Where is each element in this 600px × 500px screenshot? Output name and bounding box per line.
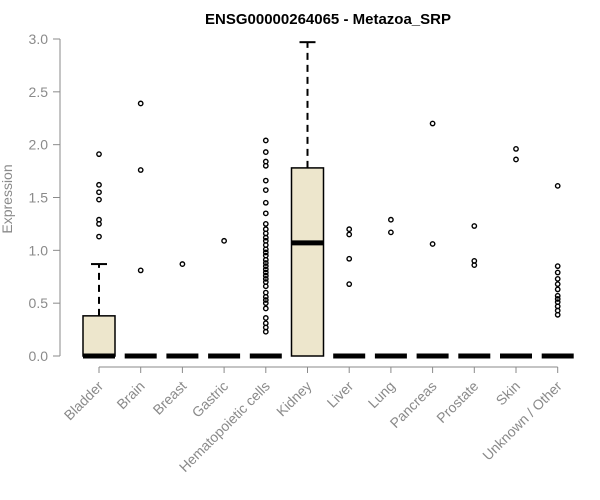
y-axis: 0.0 0.5 1.0 1.5 2.0 2.5 3.0 <box>29 31 61 364</box>
outlier-point <box>554 286 561 293</box>
box-breast <box>166 261 199 359</box>
outlier-point <box>262 210 269 217</box>
y-tick-label: 1.0 <box>29 242 49 258</box>
outlier-point <box>429 241 436 247</box>
box-liver <box>333 226 366 359</box>
outlier-point <box>262 320 269 327</box>
outlier-point <box>262 187 269 194</box>
outlier-point <box>346 231 353 238</box>
outlier-point <box>262 226 269 233</box>
chart-title: ENSG00000264065 - Metazoa_SRP <box>205 11 451 28</box>
x-tick-label: Prostate <box>433 378 481 426</box>
outlier-point <box>346 281 353 288</box>
outlier-point <box>179 261 186 267</box>
outlier-point <box>262 300 269 307</box>
x-tick-label: Kidney <box>273 378 315 420</box>
outlier-point <box>554 263 561 270</box>
outlier-point <box>262 315 269 321</box>
outlier-point <box>96 151 102 158</box>
outlier-point <box>262 137 269 144</box>
box-bladder <box>82 151 116 359</box>
outlier-point <box>262 177 269 184</box>
outlier-point <box>96 233 102 240</box>
outlier-point <box>262 275 269 282</box>
outlier-point <box>262 199 269 206</box>
outlier-point <box>262 221 269 227</box>
outlier-point <box>554 182 561 189</box>
y-tick-label: 2.0 <box>29 137 49 153</box>
outlier-point <box>137 167 144 173</box>
outlier-point <box>262 279 269 285</box>
outlier-point <box>262 272 269 279</box>
y-tick-label: 1.5 <box>29 190 49 206</box>
outlier-point <box>96 181 102 188</box>
outlier-point <box>513 145 519 152</box>
box-prostate <box>458 223 491 359</box>
x-tick-label: Skin <box>493 378 524 409</box>
box-brain <box>124 100 157 359</box>
x-tick-label: Liver <box>324 378 357 411</box>
box-skin <box>500 145 532 359</box>
box-gastric <box>208 237 241 359</box>
outlier-point <box>262 266 269 273</box>
outlier-point <box>262 252 269 259</box>
outlier-point <box>346 226 353 233</box>
outlier-point <box>262 249 269 256</box>
outlier-point <box>554 292 561 299</box>
outlier-point <box>96 189 102 196</box>
outlier-point <box>262 297 269 303</box>
x-tick-label: Bladder <box>61 378 107 424</box>
outlier-point <box>554 299 561 306</box>
outlier-point <box>554 275 561 282</box>
outlier-point <box>387 229 394 236</box>
outlier-point <box>262 149 269 155</box>
outlier-point <box>262 260 269 266</box>
outlier-point <box>137 267 144 274</box>
x-tick-label: Lung <box>365 378 398 411</box>
x-tick-label: Brain <box>113 378 147 412</box>
box-lung <box>374 216 407 359</box>
outlier-point <box>221 237 228 244</box>
outlier-point <box>346 255 353 262</box>
outlier-point <box>262 289 269 296</box>
y-tick-label: 0.5 <box>29 295 49 311</box>
outlier-point <box>471 257 478 264</box>
x-tick-label: Breast <box>150 378 190 418</box>
outlier-point <box>96 196 102 203</box>
outlier-point <box>429 120 436 127</box>
outlier-point <box>554 269 561 276</box>
outlier-point <box>387 216 394 223</box>
x-tick-label: Unknown / Other <box>479 378 565 464</box>
outlier-point <box>262 237 269 244</box>
box-kidney <box>290 41 325 357</box>
y-tick-label: 3.0 <box>29 31 49 47</box>
outlier-point <box>262 305 269 312</box>
box-unknown-other <box>541 182 574 359</box>
y-tick-label: 2.5 <box>29 84 49 100</box>
outlier-point <box>137 100 144 107</box>
box-pancreas <box>416 120 449 359</box>
y-axis-label: Expression <box>0 164 15 233</box>
box-iqr <box>290 167 325 357</box>
outlier-point <box>513 156 519 163</box>
box-iqr <box>82 315 116 357</box>
outlier-point <box>554 296 561 302</box>
box-hematopoietic-cells <box>249 137 282 359</box>
outlier-point <box>554 281 561 288</box>
outlier-point <box>96 216 102 223</box>
box-group <box>82 41 574 359</box>
outlier-point <box>262 269 269 276</box>
outlier-point <box>471 223 478 229</box>
outlier-point <box>262 158 269 165</box>
y-tick-label: 0.0 <box>29 348 49 364</box>
outlier-point <box>262 263 269 270</box>
